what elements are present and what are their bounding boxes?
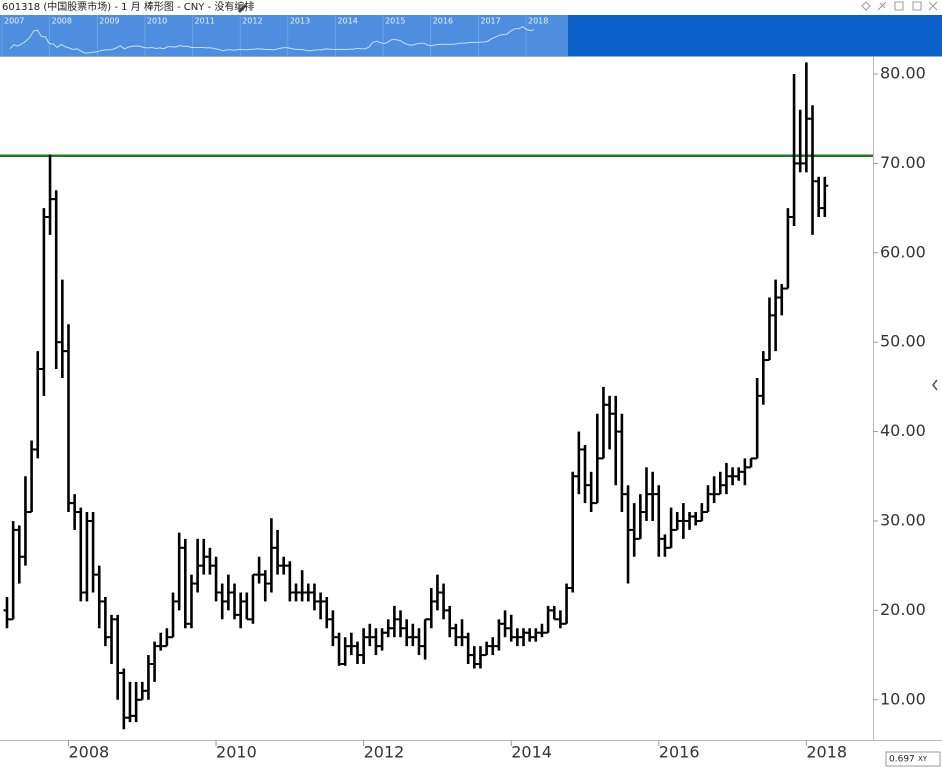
navigator-label: 2010 [147, 17, 167, 26]
navigator-label: 2017 [480, 17, 500, 26]
navigator-label: 2013 [290, 17, 310, 26]
y-tick-label: 40.00 [880, 421, 926, 440]
pin-icon[interactable] [877, 1, 887, 11]
y-tick-label: 20.00 [880, 600, 926, 619]
y-tick-label: 60.00 [880, 242, 926, 261]
x-tick-label: 2012 [364, 743, 405, 762]
x-tick-label: 2014 [511, 743, 552, 762]
edit-icon[interactable] [238, 4, 247, 13]
chart-title: 601318 (中国股票市场) - 1 月 棒形图 - CNY - 没有编排 [2, 0, 254, 13]
plot: 10.00 20.00 30.00 40.00 50.00 60.00 70.00 80.00… [0, 15, 926, 762]
maximize-icon[interactable] [912, 1, 922, 11]
y-tick-label: 70.00 [880, 153, 926, 172]
x-tick-label: 2008 [68, 743, 109, 762]
navigator-label: 2016 [433, 17, 453, 26]
status-box [885, 751, 941, 767]
ohlc-bar [821, 176, 829, 218]
navigator-label: 2014 [337, 17, 357, 26]
x-tick-label: 2018 [806, 743, 847, 762]
navigator-label: 2018 [528, 17, 548, 26]
y-tick-label: 50.00 [880, 332, 926, 351]
status-value: 0.697 [889, 755, 915, 765]
collapse-button[interactable] [932, 379, 938, 391]
navigator-label: 2011 [195, 17, 215, 26]
close-icon[interactable] [928, 1, 938, 11]
navigator-line [9, 26, 535, 54]
y-tick-label: 80.00 [880, 63, 926, 82]
navigator-label: 2015 [385, 17, 405, 26]
navigator-label: 2007 [4, 17, 24, 26]
navigator-label: 2012 [242, 17, 262, 26]
navigator-label: 2008 [52, 17, 72, 26]
restore-icon[interactable] [894, 1, 904, 11]
status-mode[interactable]: XY [918, 755, 928, 763]
x-tick-label: 2016 [659, 743, 700, 762]
y-tick-label: 30.00 [880, 510, 926, 529]
x-tick-label: 2010 [216, 743, 257, 762]
diamond-icon[interactable] [861, 1, 871, 11]
y-tick-label: 10.00 [880, 689, 926, 708]
navigator-label: 2009 [99, 17, 119, 26]
navigator-window[interactable] [0, 15, 568, 56]
